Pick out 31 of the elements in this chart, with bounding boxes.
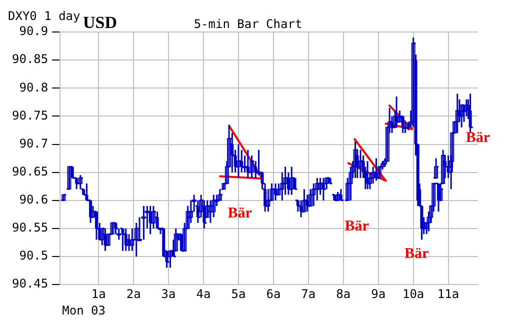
chart-title: USD (83, 13, 118, 32)
y-tick-label: 90.75 (12, 108, 48, 122)
candlestick (67, 166, 72, 190)
y-tick-label: 90.85 (12, 52, 48, 66)
text: DXY0 1 day (8, 9, 80, 23)
y-tick-label: 90.8 (19, 80, 48, 94)
y-tick-label: 90.55 (12, 220, 48, 235)
annotation: Bär (404, 246, 429, 262)
y-tick-label: 90.9 (19, 24, 48, 38)
x-tick-label: 7a (301, 286, 316, 301)
text: Mon 03 (62, 304, 106, 318)
chart-subtitle: 5-min Bar Chart (194, 17, 302, 31)
y-tick-label: 90.45 (12, 276, 48, 291)
x-tick-label: 5a (231, 286, 246, 301)
annotation: Bär (466, 130, 490, 146)
y-tick-label: 90.6 (19, 192, 48, 207)
x-tick-label: 6a (266, 286, 281, 301)
annotation: Bär (344, 218, 370, 234)
x-tick-label: 11a (437, 286, 460, 301)
y-tick-label: 90.5 (19, 248, 48, 263)
annotation: Bär (228, 206, 252, 222)
x-tick-label: 10a (402, 286, 424, 301)
y-tick-label: 90.65 (12, 164, 48, 178)
x-tick-label: 9a (371, 286, 386, 301)
x-tick-label: 2a (126, 286, 141, 301)
x-tick-label: 4a (196, 286, 211, 301)
candlestick (353, 140, 358, 179)
x-tick-label: 1a (91, 286, 106, 301)
x-tick-label: 8a (336, 286, 351, 301)
y-tick-label: 90.7 (19, 136, 48, 150)
x-tick-label: 3a (161, 286, 176, 301)
